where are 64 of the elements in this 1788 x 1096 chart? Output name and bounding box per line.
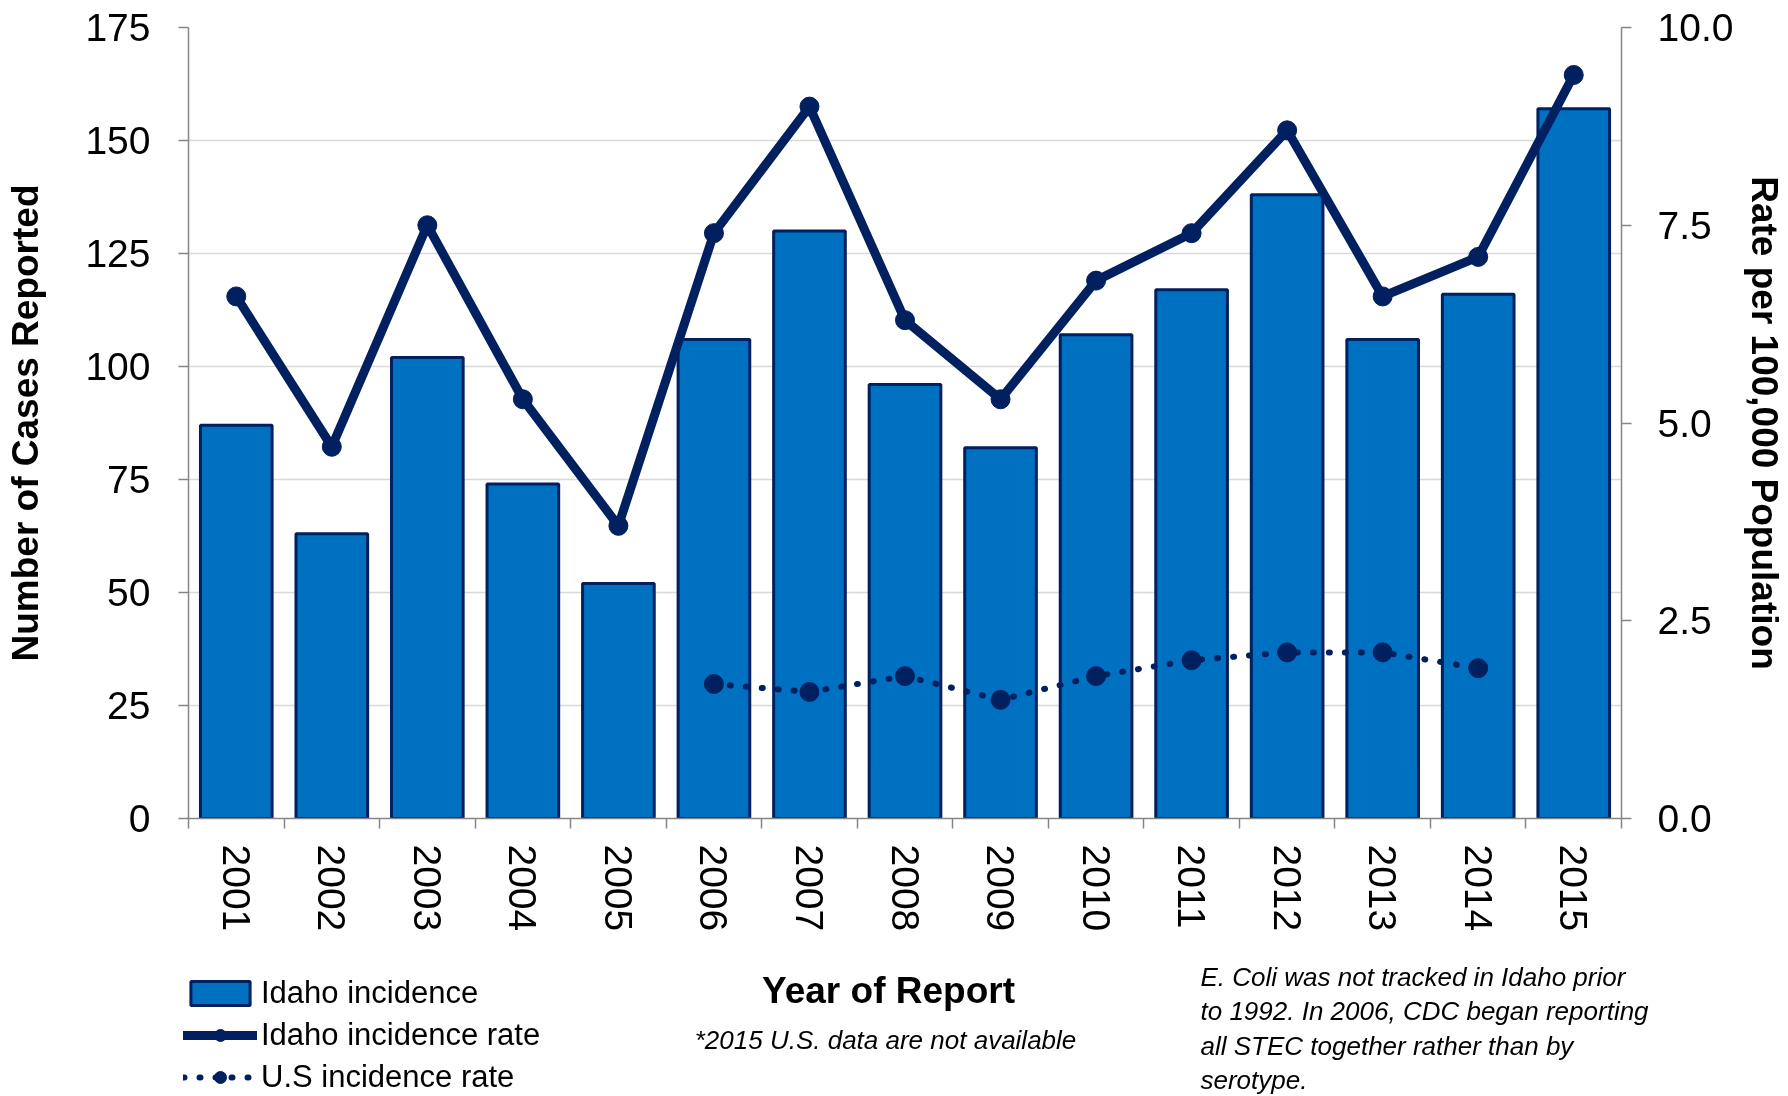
- y2-tick-label: 5.0: [1657, 401, 1712, 445]
- point: [703, 674, 724, 695]
- x-tick-label: 2008: [883, 844, 927, 932]
- y-tick-label: 125: [85, 232, 151, 275]
- x-tick-label: 2002: [310, 844, 354, 932]
- x-tick-label: 2010: [1074, 844, 1118, 932]
- bar: [390, 355, 465, 819]
- point: [1277, 120, 1298, 141]
- text: E. Coli was not tracked in Idaho prior to 1992. In 2006, CDC began reporting all STEC together rather than by serotype.: [1200, 961, 1650, 1095]
- x-tick-label: 2006: [692, 844, 736, 932]
- x-tick-label: 2011: [1170, 844, 1214, 929]
- bar: [581, 581, 656, 819]
- x-tick-label: 2014: [1456, 844, 1500, 932]
- point: [799, 681, 820, 702]
- point: [1468, 658, 1489, 679]
- x-tick-label: 2009: [979, 844, 1023, 932]
- point: [1086, 270, 1107, 291]
- point: [990, 389, 1011, 410]
- y-tick-label: 0: [128, 797, 151, 840]
- x-tick-label: 2003: [405, 844, 449, 932]
- bar: [198, 423, 274, 819]
- text: *2015 U.S. data are not available: [694, 1024, 1077, 1055]
- legend-label: U.S incidence rate: [261, 1059, 515, 1095]
- x-tick-label: 2015: [1552, 844, 1596, 932]
- point: [512, 389, 533, 410]
- x-tick-label: 2007: [787, 844, 831, 932]
- y2-tick-label: 0.0: [1657, 797, 1712, 840]
- x-tick-label: 2001: [214, 844, 258, 932]
- point: [1277, 642, 1298, 663]
- x-tick-label: 2005: [596, 844, 640, 932]
- point: [1372, 286, 1393, 307]
- legend-label: Idaho incidence: [261, 975, 479, 1011]
- y-tick-label: 75: [107, 458, 151, 501]
- point: [321, 436, 342, 457]
- point: [226, 286, 247, 307]
- point: [1181, 223, 1202, 244]
- point: [417, 215, 438, 236]
- point: [1181, 650, 1202, 671]
- point: [990, 689, 1011, 710]
- x-tick-label: 2012: [1265, 844, 1309, 932]
- y-tick-label: 150: [85, 119, 151, 162]
- point: [799, 96, 820, 117]
- y-tick-label: 25: [107, 684, 151, 727]
- x-axis-title: Year of Report: [762, 970, 1015, 1011]
- bar: [485, 482, 561, 819]
- y-axis-title: Number of Cases Reported: [5, 184, 47, 662]
- point: [1563, 64, 1584, 85]
- x-tick-label: 2004: [501, 844, 545, 932]
- point: [895, 310, 915, 331]
- point: [703, 223, 724, 244]
- point: [1086, 666, 1107, 687]
- y-tick-label: 100: [85, 345, 151, 388]
- y-tick-label: 50: [107, 571, 151, 614]
- y2-tick-label: 2.5: [1657, 599, 1712, 643]
- y2-axis-title: Rate per 100,000 Population: [1744, 176, 1786, 670]
- y2-tick-label: 7.5: [1657, 203, 1712, 247]
- bar: [294, 532, 370, 819]
- y-tick-label: 175: [85, 6, 151, 49]
- point: [895, 666, 915, 687]
- y2-tick-label: 10.0: [1657, 6, 1734, 49]
- point: [1372, 642, 1393, 663]
- x-tick-label: 2013: [1361, 844, 1405, 932]
- legend-label: Idaho incidence rate: [261, 1017, 541, 1053]
- point: [1468, 246, 1489, 267]
